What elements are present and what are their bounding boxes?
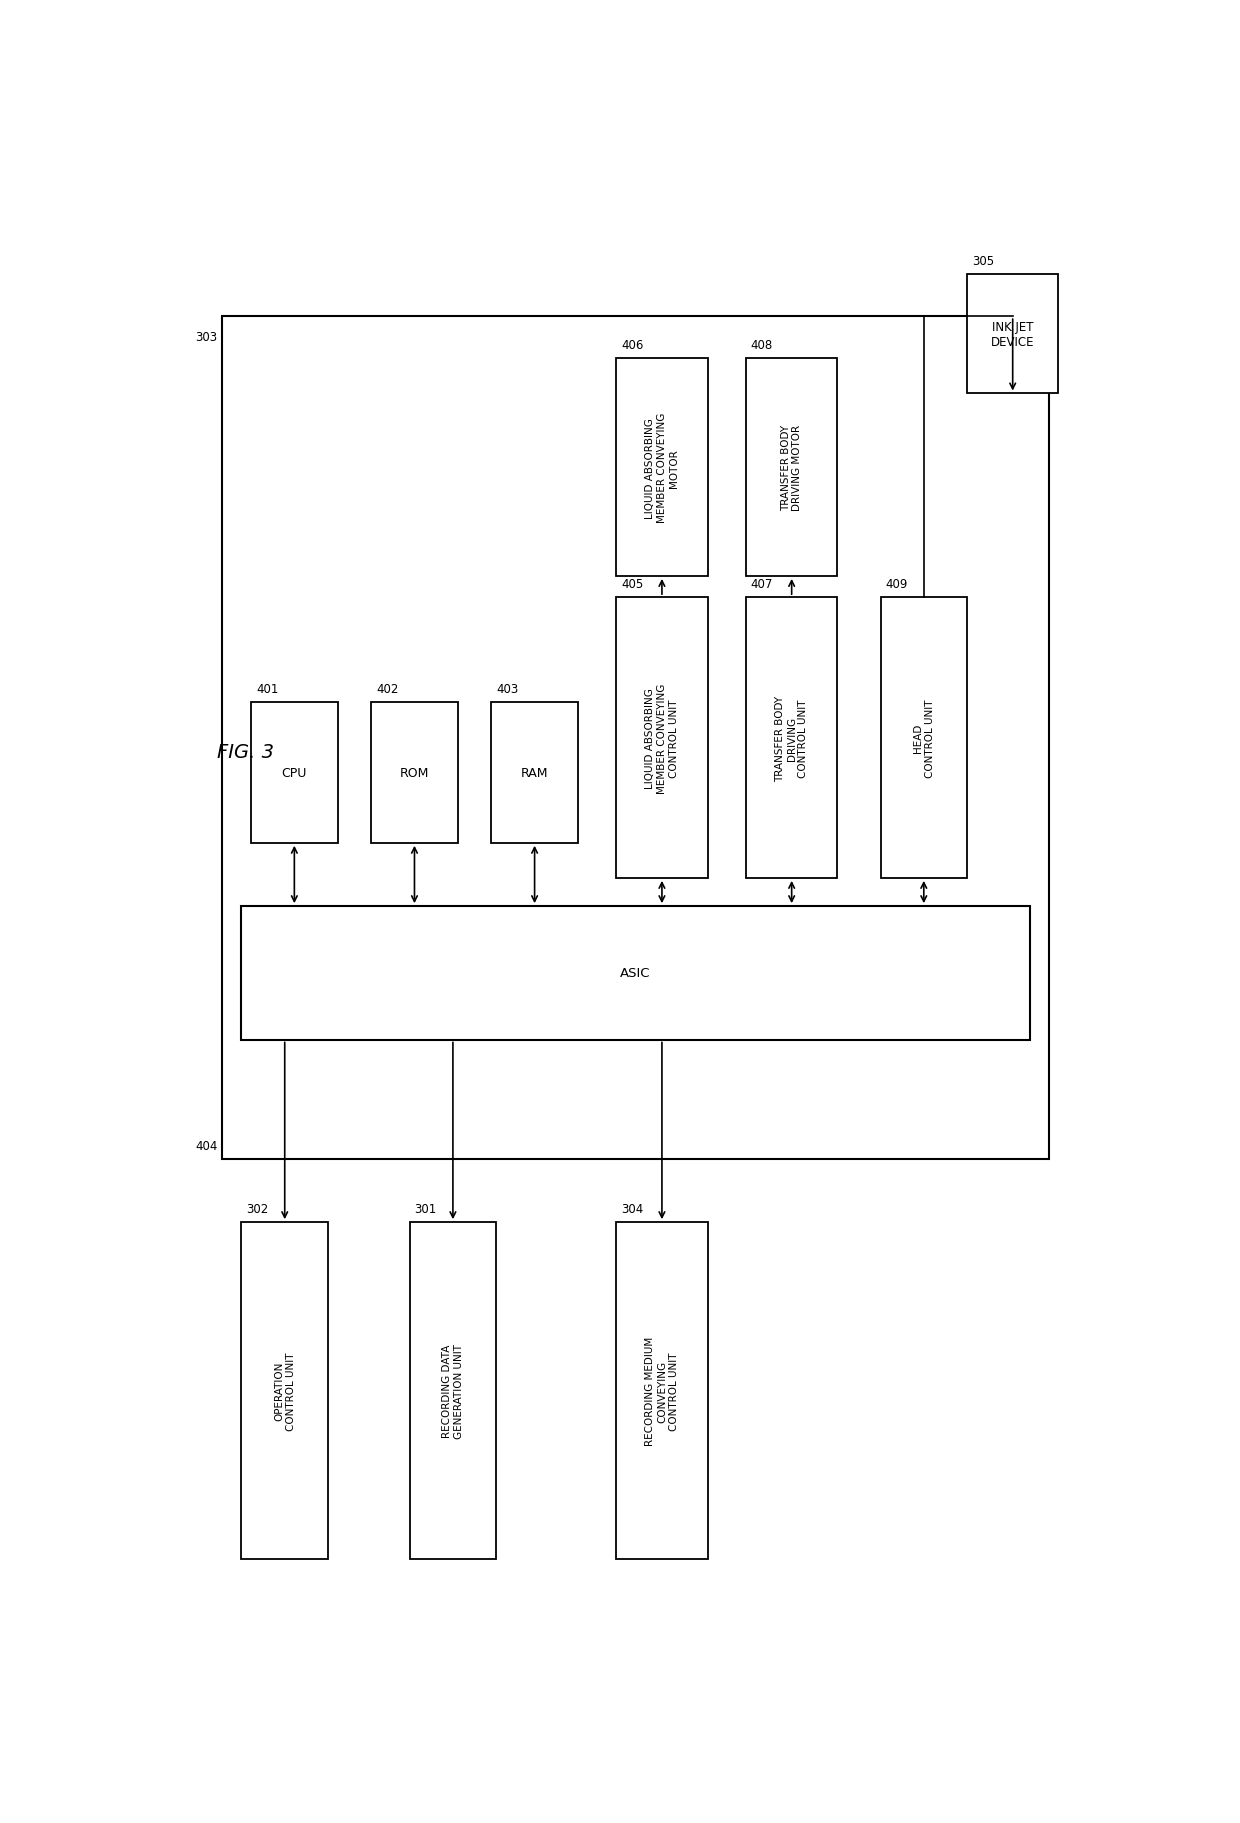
Text: 302: 302: [247, 1203, 269, 1216]
Text: OPERATION
CONTROL UNIT: OPERATION CONTROL UNIT: [274, 1351, 295, 1429]
Text: RECORDING DATA
GENERATION UNIT: RECORDING DATA GENERATION UNIT: [443, 1344, 464, 1438]
Text: ROM: ROM: [399, 767, 429, 780]
Bar: [222, 317, 1049, 1159]
Text: 403: 403: [496, 684, 518, 696]
Text: FIG. 3: FIG. 3: [217, 742, 274, 762]
Bar: [371, 704, 458, 844]
Text: INK JET
DEVICE: INK JET DEVICE: [991, 321, 1034, 348]
Text: HEAD
CONTROL UNIT: HEAD CONTROL UNIT: [913, 698, 935, 777]
Text: 301: 301: [414, 1203, 436, 1216]
Bar: [409, 1223, 496, 1559]
Bar: [746, 598, 837, 879]
Bar: [616, 598, 708, 879]
Text: TRANSFER BODY
DRIVING
CONTROL UNIT: TRANSFER BODY DRIVING CONTROL UNIT: [775, 695, 808, 782]
Text: 304: 304: [621, 1203, 644, 1216]
Text: CPU: CPU: [281, 767, 308, 780]
Bar: [242, 1223, 327, 1559]
Text: RECORDING MEDIUM
CONVEYING
CONTROL UNIT: RECORDING MEDIUM CONVEYING CONTROL UNIT: [645, 1336, 678, 1446]
Bar: [242, 906, 1029, 1039]
Text: 305: 305: [972, 255, 994, 268]
Text: LIQUID ABSORBING
MEMBER CONVEYING
MOTOR: LIQUID ABSORBING MEMBER CONVEYING MOTOR: [645, 412, 678, 523]
Text: 401: 401: [255, 684, 278, 696]
Text: RAM: RAM: [521, 767, 548, 780]
Text: 402: 402: [376, 684, 398, 696]
Text: 408: 408: [751, 339, 773, 352]
Text: 405: 405: [621, 578, 644, 591]
Text: ASIC: ASIC: [620, 966, 651, 979]
Bar: [616, 1223, 708, 1559]
Text: TRANSFER BODY
DRIVING MOTOR: TRANSFER BODY DRIVING MOTOR: [781, 425, 802, 510]
Text: 409: 409: [885, 578, 908, 591]
Bar: [746, 359, 837, 576]
Text: LIQUID ABSORBING
MEMBER CONVEYING
CONTROL UNIT: LIQUID ABSORBING MEMBER CONVEYING CONTRO…: [645, 684, 678, 793]
Bar: [967, 275, 1058, 394]
Bar: [491, 704, 578, 844]
Text: 404: 404: [195, 1139, 217, 1152]
Bar: [250, 704, 337, 844]
Bar: [616, 359, 708, 576]
Text: 407: 407: [751, 578, 774, 591]
Bar: [880, 598, 967, 879]
Text: 406: 406: [621, 339, 644, 352]
Text: 303: 303: [196, 332, 217, 345]
